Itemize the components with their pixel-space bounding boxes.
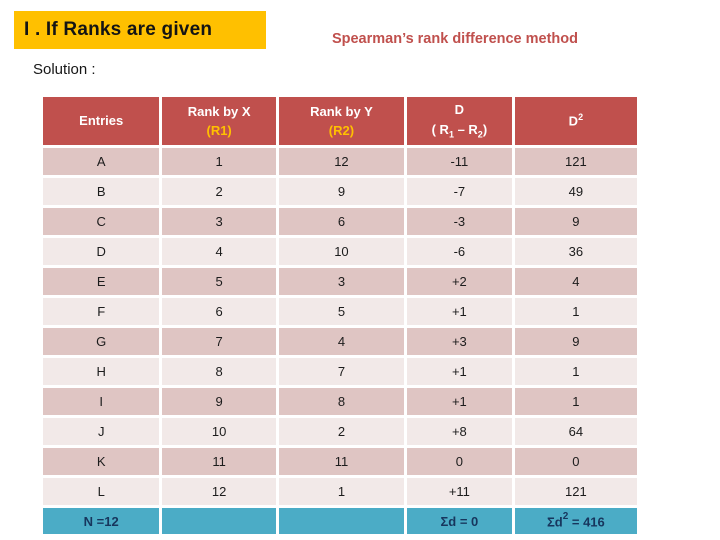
method-subtitle: Spearman’s rank difference method xyxy=(331,31,579,47)
d2-cell: 36 xyxy=(514,238,637,265)
sum-d-cell: Σd = 0 xyxy=(407,508,512,534)
d-cell: 0 xyxy=(407,448,512,475)
table-row: K 11 11 0 0 xyxy=(43,448,637,475)
table-row: E 5 3 +2 4 xyxy=(43,268,637,295)
header-rank-y: Rank by Y (R2) xyxy=(278,97,404,145)
table-row: G 7 4 +3 9 xyxy=(43,328,637,355)
totals-empty-cell xyxy=(162,508,276,534)
d2-cell: 0 xyxy=(514,448,637,475)
d2-cell: 121 xyxy=(514,148,637,175)
table-row: A 1 12 -11 121 xyxy=(43,148,637,175)
rank-x-cell: 9 xyxy=(162,388,276,415)
rank-y-cell: 7 xyxy=(278,358,404,385)
rank-x-cell: 2 xyxy=(162,178,276,205)
rank-x-cell: 11 xyxy=(162,448,276,475)
header-d: D ( R1 – R2) xyxy=(407,97,512,145)
d2-cell: 4 xyxy=(514,268,637,295)
rank-y-cell: 3 xyxy=(278,268,404,295)
rank-y-cell: 5 xyxy=(278,298,404,325)
table-row: D 4 10 -6 36 xyxy=(43,238,637,265)
rank-x-cell: 7 xyxy=(162,328,276,355)
totals-row: N =12 Σd = 0 Σd2 = 416 xyxy=(43,508,637,534)
rank-x-cell: 1 xyxy=(162,148,276,175)
rank-table-container: Entries Rank by X (R1) Rank by Y (R2) D … xyxy=(40,94,640,537)
d-cell: +11 xyxy=(407,478,512,505)
rank-y-cell: 2 xyxy=(278,418,404,445)
rank-y-cell: 1 xyxy=(278,478,404,505)
entry-cell: H xyxy=(43,358,160,385)
d-cell: +3 xyxy=(407,328,512,355)
d2-cell: 9 xyxy=(514,328,637,355)
rank-y-cell: 9 xyxy=(278,178,404,205)
rank-y-cell: 12 xyxy=(278,148,404,175)
rank-x-cell: 10 xyxy=(162,418,276,445)
rank-x-cell: 4 xyxy=(162,238,276,265)
table-row: L 12 1 +11 121 xyxy=(43,478,637,505)
slide-title: I . If Ranks are given xyxy=(24,19,213,40)
table-row: B 2 9 -7 49 xyxy=(43,178,637,205)
table-header-row: Entries Rank by X (R1) Rank by Y (R2) D … xyxy=(43,97,637,145)
table-row: H 8 7 +1 1 xyxy=(43,358,637,385)
table-row: I 9 8 +1 1 xyxy=(43,388,637,415)
totals-empty-cell xyxy=(278,508,404,534)
entry-cell: C xyxy=(43,208,160,235)
slide-title-highlight: I . If Ranks are given xyxy=(14,11,266,49)
d2-cell: 1 xyxy=(514,358,637,385)
d2-cell: 121 xyxy=(514,478,637,505)
entry-cell: J xyxy=(43,418,160,445)
d2-cell: 1 xyxy=(514,298,637,325)
solution-label: Solution : xyxy=(33,61,96,78)
entry-cell: B xyxy=(43,178,160,205)
rank-y-cell: 10 xyxy=(278,238,404,265)
d2-cell: 64 xyxy=(514,418,637,445)
entry-cell: I xyxy=(43,388,160,415)
d-cell: -7 xyxy=(407,178,512,205)
rank-x-cell: 12 xyxy=(162,478,276,505)
rank-x-cell: 8 xyxy=(162,358,276,385)
rank-y-cell: 6 xyxy=(278,208,404,235)
rank-x-cell: 6 xyxy=(162,298,276,325)
table-row: J 10 2 +8 64 xyxy=(43,418,637,445)
d-cell: +8 xyxy=(407,418,512,445)
d-cell: -3 xyxy=(407,208,512,235)
entry-cell: L xyxy=(43,478,160,505)
rank-y-cell: 4 xyxy=(278,328,404,355)
d2-cell: 9 xyxy=(514,208,637,235)
sum-d-squared-cell: Σd2 = 416 xyxy=(514,508,637,534)
d-cell: -11 xyxy=(407,148,512,175)
d-cell: -6 xyxy=(407,238,512,265)
d-cell: +1 xyxy=(407,358,512,385)
d2-cell: 49 xyxy=(514,178,637,205)
header-entries: Entries xyxy=(43,97,160,145)
entry-cell: A xyxy=(43,148,160,175)
entry-cell: F xyxy=(43,298,160,325)
entry-cell: K xyxy=(43,448,160,475)
rank-x-cell: 3 xyxy=(162,208,276,235)
d-cell: +1 xyxy=(407,298,512,325)
table-row: F 6 5 +1 1 xyxy=(43,298,637,325)
header-d-squared: D2 xyxy=(514,97,637,145)
entry-cell: G xyxy=(43,328,160,355)
d-cell: +1 xyxy=(407,388,512,415)
d2-cell: 1 xyxy=(514,388,637,415)
rank-table: Entries Rank by X (R1) Rank by Y (R2) D … xyxy=(40,94,640,537)
entry-cell: D xyxy=(43,238,160,265)
d-cell: +2 xyxy=(407,268,512,295)
table-row: C 3 6 -3 9 xyxy=(43,208,637,235)
rank-y-cell: 11 xyxy=(278,448,404,475)
n-total-cell: N =12 xyxy=(43,508,160,534)
header-rank-x: Rank by X (R1) xyxy=(162,97,276,145)
rank-y-cell: 8 xyxy=(278,388,404,415)
rank-x-cell: 5 xyxy=(162,268,276,295)
entry-cell: E xyxy=(43,268,160,295)
